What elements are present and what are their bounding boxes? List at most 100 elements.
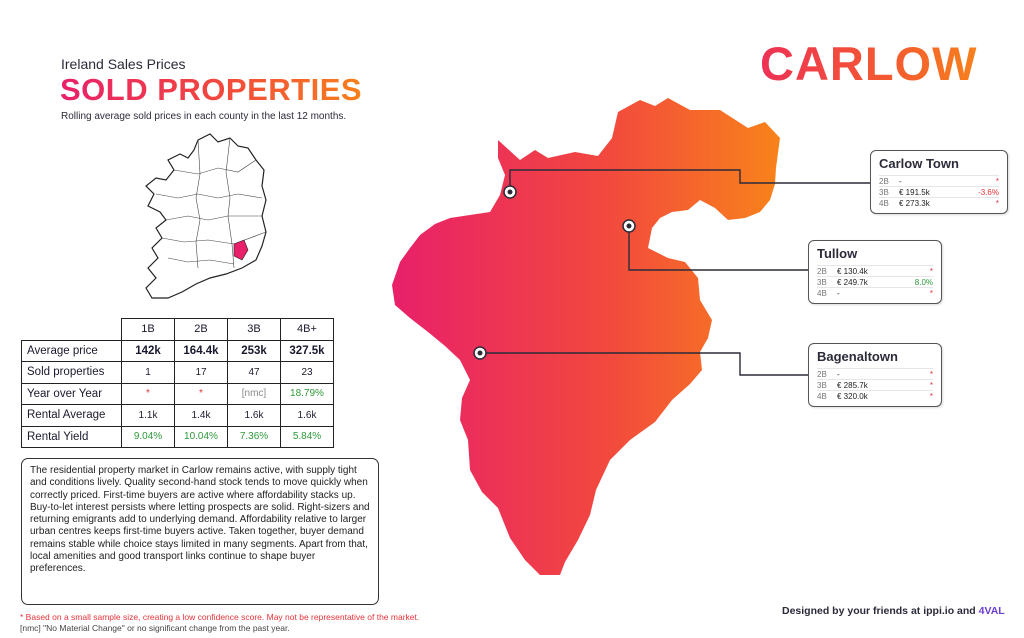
market-summary: The residential property market in Carlo…: [21, 458, 379, 605]
table-cell: 47: [227, 361, 281, 384]
change-value: *: [929, 391, 933, 401]
table-cell: 23: [280, 361, 334, 384]
row-label: Year over Year: [21, 382, 122, 405]
change-value: -3.6%: [978, 187, 999, 197]
table-cell: 327.5k: [280, 339, 334, 362]
page-subtitle: Rolling average sold prices in each coun…: [61, 111, 347, 122]
column-header: 4B+: [280, 318, 334, 341]
table-cell: 10.04%: [174, 425, 228, 448]
footnote-low-confidence: * Based on a small sample size, creating…: [20, 612, 420, 622]
callout-row: 3B € 249.7k 8.0%: [817, 276, 933, 287]
bed-label: 3B: [817, 380, 827, 390]
tullow-leader: [628, 225, 810, 271]
row-label: Average price: [21, 339, 122, 362]
table-cell: 18.79%: [280, 382, 334, 405]
bed-label: 3B: [817, 277, 827, 287]
table-row: Year over Year * * [nmc] 18.79%: [21, 382, 334, 405]
change-value: *: [929, 369, 933, 379]
ippi-link[interactable]: ippi.io: [923, 605, 955, 617]
callout-row: 2B - *: [879, 175, 999, 186]
table-cell: 1.1k: [121, 404, 175, 427]
table-cell: *: [174, 382, 228, 405]
table-cell: 9.04%: [121, 425, 175, 448]
bed-label: 4B: [817, 288, 827, 298]
table-row: Sold properties 1 17 47 23: [21, 361, 334, 384]
row-label: Rental Yield: [21, 425, 122, 448]
table-cell: 142k: [121, 339, 175, 362]
carlow-highlight: [233, 239, 249, 261]
credit-prefix: Designed by your friends at: [782, 605, 921, 617]
county-title: CARLOW: [760, 37, 978, 90]
credit-and: and: [957, 605, 976, 617]
tullow-pin: [622, 219, 636, 233]
callout-row: 3B € 191.5k -3.6%: [879, 186, 999, 197]
bed-label: 3B: [879, 187, 889, 197]
credit-line: Designed by your friends at ippi.io and …: [782, 605, 1005, 617]
table-cell: 164.4k: [174, 339, 228, 362]
ireland-locator-map: [145, 133, 267, 299]
price-value: -: [837, 369, 840, 379]
table-row: Average price 142k 164.4k 253k 327.5k: [21, 339, 334, 362]
table-row: Rental Average 1.1k 1.4k 1.6k 1.6k: [21, 404, 334, 427]
table-corner: [22, 319, 122, 341]
footnotes: * Based on a small sample size, creating…: [20, 612, 419, 634]
bagenaltown-pin: [473, 346, 487, 360]
change-value: *: [929, 380, 933, 390]
price-value: € 285.7k: [837, 380, 868, 390]
bagenaltown-leader: [480, 352, 810, 376]
callout-town-name: Carlow Town: [879, 156, 959, 171]
table-row: Rental Yield 9.04% 10.04% 7.36% 5.84%: [21, 425, 334, 448]
table-cell: 253k: [227, 339, 281, 362]
change-value: *: [929, 266, 933, 276]
change-value: 8.0%: [914, 277, 933, 287]
row-label: Rental Average: [21, 404, 122, 427]
callout-bagenaltown: Bagenaltown 2B - * 3B € 285.7k * 4B € 32…: [808, 343, 942, 407]
price-value: € 249.7k: [837, 277, 868, 287]
table-cell: [nmc]: [227, 382, 281, 405]
column-header: 1B: [121, 318, 175, 341]
row-label: Sold properties: [21, 361, 122, 384]
footnote-nmc: [nmc] "No Material Change" or no signifi…: [20, 623, 290, 633]
price-value: € 191.5k: [899, 187, 930, 197]
price-value: € 130.4k: [837, 266, 868, 276]
carlow-town-pin: [503, 185, 517, 199]
bed-label: 2B: [879, 176, 889, 186]
table-cell: 1.4k: [174, 404, 228, 427]
callout-tullow: Tullow 2B € 130.4k * 3B € 249.7k 8.0% 4B…: [808, 240, 942, 304]
table-header-row: 1B 2B 3B 4B+: [22, 318, 334, 341]
table-cell: 1: [121, 361, 175, 384]
partner-logo[interactable]: 4VAL: [978, 605, 1005, 617]
carlow-county-shape: [392, 98, 780, 575]
callout-row: 4B € 320.0k *: [817, 390, 933, 401]
table-cell: 1.6k: [227, 404, 281, 427]
bed-label: 4B: [817, 391, 827, 401]
column-header: 3B: [227, 318, 281, 341]
price-value: -: [837, 288, 840, 298]
callout-row: 2B € 130.4k *: [817, 265, 933, 276]
table-cell: 1.6k: [280, 404, 334, 427]
callout-row: 2B - *: [817, 368, 933, 379]
callout-town-name: Bagenaltown: [817, 349, 898, 364]
change-value: *: [995, 198, 999, 208]
price-stats-table: 1B 2B 3B 4B+ Average price 142k 164.4k 2…: [21, 318, 334, 448]
bed-label: 4B: [879, 198, 889, 208]
table-cell: 7.36%: [227, 425, 281, 448]
callout-town-name: Tullow: [817, 246, 858, 261]
column-header: 2B: [174, 318, 228, 341]
price-value: € 273.3k: [899, 198, 930, 208]
price-value: € 320.0k: [837, 391, 868, 401]
bed-label: 2B: [817, 266, 827, 276]
carlow-town-leader: [509, 169, 870, 190]
callout-carlow-town: Carlow Town 2B - * 3B € 191.5k -3.6% 4B …: [870, 150, 1008, 214]
callout-row: 3B € 285.7k *: [817, 379, 933, 390]
bed-label: 2B: [817, 369, 827, 379]
table-cell: 17: [174, 361, 228, 384]
price-value: -: [899, 176, 902, 186]
change-value: *: [995, 176, 999, 186]
table-cell: *: [121, 382, 175, 405]
callout-row: 4B - *: [817, 287, 933, 298]
report-kicker: Ireland Sales Prices: [61, 56, 186, 72]
page-title: SOLD PROPERTIES: [60, 72, 363, 107]
table-cell: 5.84%: [280, 425, 334, 448]
